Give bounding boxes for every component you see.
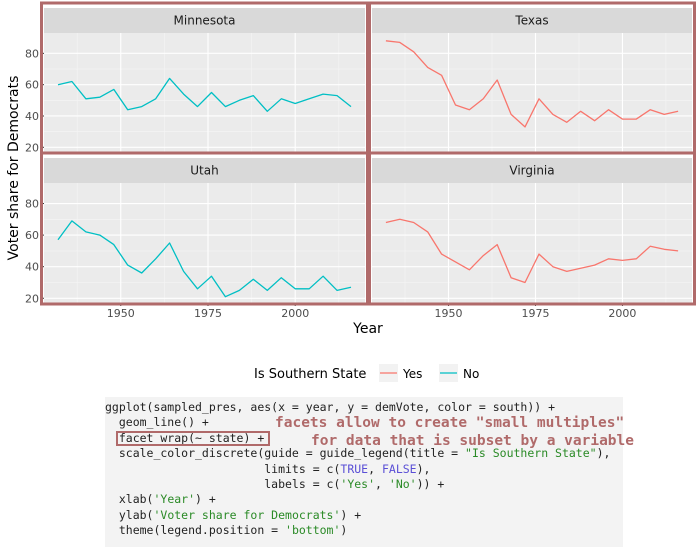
code-line: limits = c(TRUE, FALSE), — [105, 462, 623, 477]
code-token: ) — [340, 523, 348, 538]
legend-title: Is Southern State — [254, 367, 366, 382]
strip-texas — [372, 8, 692, 33]
panel-bg-minnesota — [44, 33, 365, 152]
code-token: scale_color_discrete(guide = guide_legen… — [105, 446, 466, 461]
y-tick-label-60: 60 — [25, 79, 39, 92]
code-token: TRUE — [340, 461, 369, 476]
panel-bg-texas — [372, 33, 692, 152]
code-token: 'Yes' — [340, 476, 376, 491]
panel-bg-utah — [44, 183, 365, 303]
legend-label-no: No — [463, 367, 479, 381]
y-tick-label-80: 80 — [25, 47, 39, 60]
facet-highlight-utah — [40, 151, 369, 306]
code-token: 'Voter share for Democrats' — [153, 507, 341, 522]
y-tick-label-20: 20 — [25, 292, 39, 305]
x-tick-label-1975: 1975 — [194, 307, 222, 320]
strip-utah — [44, 158, 365, 183]
code-token: limits = c( — [105, 461, 341, 476]
code-token: ggplot(sampled_pres, aes(x = year, y = d… — [105, 400, 556, 414]
code-token: ) + — [340, 507, 362, 522]
annotation-line-2: for data that is subset by a variable — [311, 433, 635, 449]
x-tick-label-1950: 1950 — [107, 307, 135, 320]
facet-highlight-virginia — [368, 151, 696, 306]
code-token: ylab( — [105, 507, 154, 522]
code-token: ), — [596, 446, 611, 461]
series-line-minnesota — [57, 77, 352, 112]
x-tick-label-2000: 2000 — [608, 307, 636, 320]
code-token: , — [375, 476, 389, 491]
strip-label-texas: Texas — [514, 14, 548, 28]
code-line: ggplot(sampled_pres, aes(x = year, y = d… — [105, 400, 623, 415]
code-token: theme(legend.position = — [105, 523, 286, 538]
series-line-texas — [385, 40, 679, 128]
code-line: facet_wrap(~ state) + — [105, 431, 623, 446]
facet-annotation: facets allow to create "small multiples"… — [275, 414, 655, 450]
code-token: 'No' — [388, 476, 417, 491]
series-line-utah — [57, 220, 352, 298]
code-token: , — [368, 461, 382, 476]
legend-label-yes: Yes — [402, 367, 422, 381]
faceted-line-chart: Minnesota 20 40 60 80 Texas Utah 20 40 60 80 1950 19… — [6, 1, 696, 382]
code-token: FALSE — [381, 461, 417, 476]
y-tick-label-60: 60 — [25, 229, 39, 242]
y-tick-label-40: 40 — [25, 261, 39, 274]
code-line: scale_color_discrete(guide = guide_legen… — [105, 446, 623, 461]
x-axis-title: Year — [352, 321, 383, 337]
series-line-virginia — [385, 218, 679, 284]
code-line: labels = c('Yes', 'No')) + — [105, 477, 623, 492]
annotation-line-1: facets allow to create "small multiples" — [275, 415, 625, 431]
code-line: xlab('Year') + — [105, 492, 623, 507]
y-tick-label-80: 80 — [25, 198, 39, 211]
strip-minnesota — [44, 8, 365, 33]
code-token: 'bottom' — [285, 523, 341, 538]
y-axis-title: Voter share for Democrats — [6, 76, 22, 261]
code-token: facet_wrap(~ state) + — [105, 430, 265, 445]
code-block: ggplot(sampled_pres, aes(x = year, y = d… — [105, 397, 623, 547]
code-line: geom_line() + — [105, 415, 623, 430]
code-token: labels = c( — [105, 476, 341, 491]
code-token: )) + — [416, 476, 445, 491]
x-tick-label-2000: 2000 — [281, 307, 309, 320]
code-line: theme(legend.position = 'bottom') — [105, 523, 623, 538]
x-tick-label-1950: 1950 — [435, 307, 463, 320]
strip-label-utah: Utah — [190, 164, 218, 178]
code-token: ) + — [195, 492, 216, 507]
code-token: "Is Southern State" — [465, 446, 597, 461]
x-tick-label-1975: 1975 — [521, 307, 549, 320]
facet-wrap-highlight-box — [116, 431, 270, 446]
code-token: geom_line() + — [105, 415, 209, 430]
strip-label-virginia: Virginia — [509, 164, 554, 178]
strip-virginia — [372, 158, 692, 183]
code-token: ), — [416, 461, 431, 476]
code-token: xlab( — [105, 492, 154, 507]
strip-label-minnesota: Minnesota — [174, 14, 236, 28]
y-tick-label-20: 20 — [25, 141, 39, 154]
y-tick-label-40: 40 — [25, 110, 39, 123]
panel-bg-virginia — [372, 183, 692, 303]
code-line: ylab('Voter share for Democrats') + — [105, 508, 623, 523]
code-token: 'Year' — [153, 492, 196, 507]
